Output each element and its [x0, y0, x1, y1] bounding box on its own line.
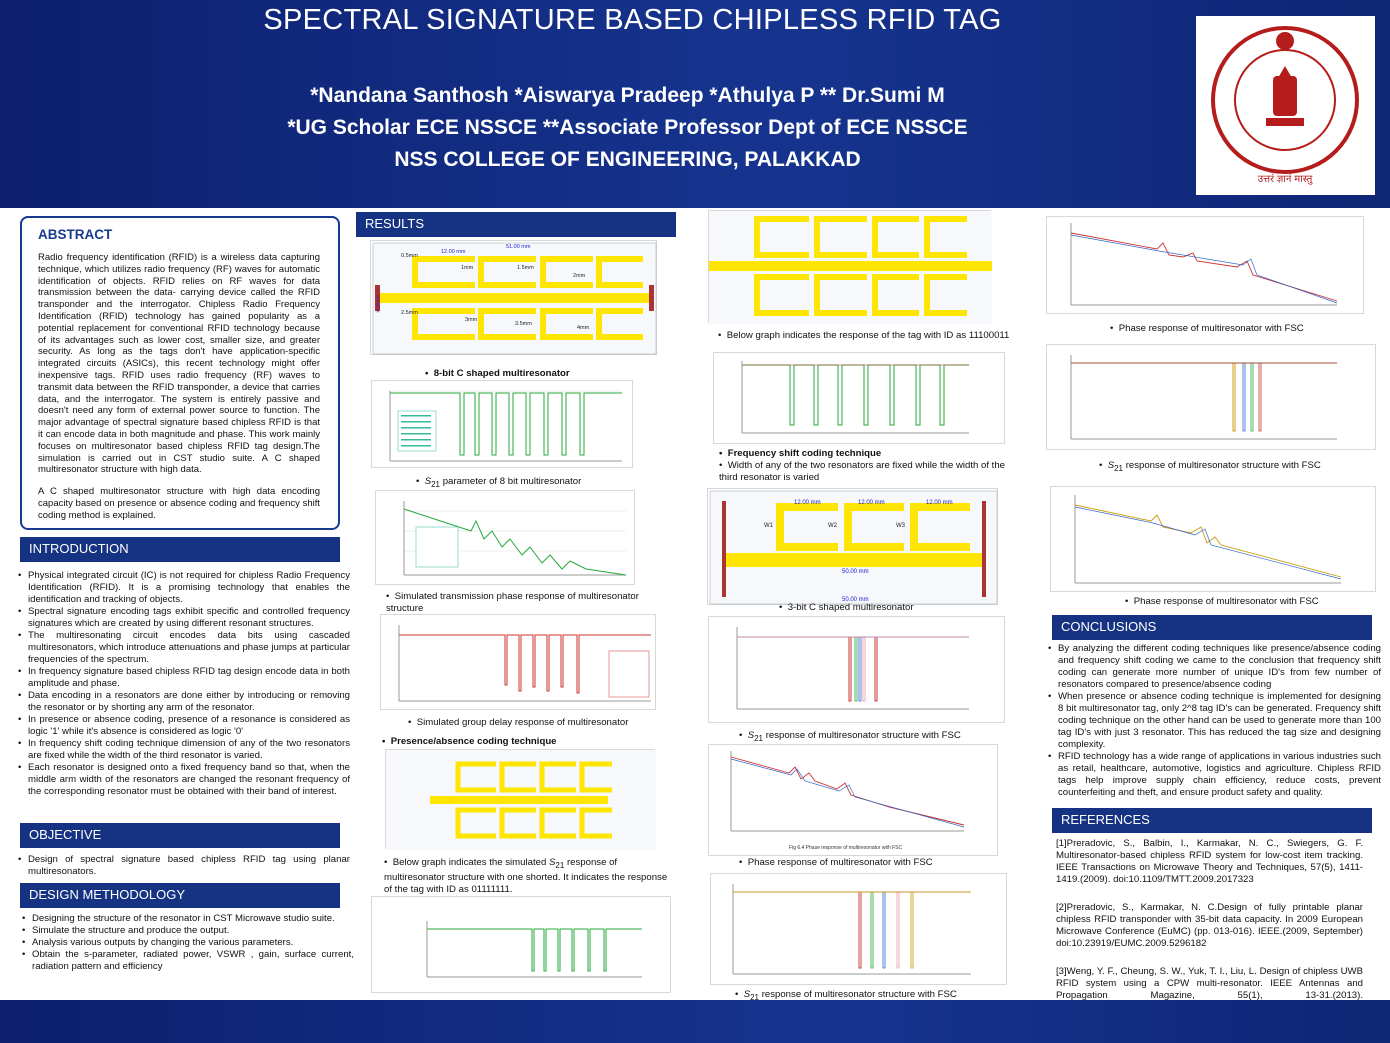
- list-item: In frequency shift coding technique dime…: [16, 738, 350, 762]
- dim-label: 50.00 mm: [842, 569, 869, 575]
- caption-below-1: • Below graph indicates the simulated S2…: [384, 857, 668, 895]
- list-item: In frequency signature based chipless RF…: [16, 666, 350, 690]
- list-item: Obtain the s-parameter, radiated power, …: [20, 949, 354, 973]
- caption-fsc-heading: • Frequency shift coding technique: [719, 448, 882, 459]
- introduction-heading: INTRODUCTION: [20, 537, 340, 562]
- college-logo: उत्तरं ज्ञानं मास्तु: [1196, 16, 1375, 195]
- reference-item: [1]Preradovic, S., Balbin, I., Karmakar,…: [1056, 838, 1363, 885]
- list-item: Spectral signature encoding tags exhibit…: [16, 606, 350, 630]
- conclusions-heading: CONCLUSIONS: [1052, 615, 1372, 640]
- dim-label: 4mm: [577, 325, 590, 331]
- introduction-list: Physical integrated circuit (IC) is not …: [16, 570, 350, 798]
- caption-phase-fsc-1: • Phase response of multiresonator with …: [739, 857, 933, 868]
- dim-label: 12.00 mm: [926, 500, 953, 506]
- list-item: Data encoding in a resonators are done e…: [16, 690, 350, 714]
- dim-label: W3: [896, 523, 906, 529]
- list-item: In presence or absence coding, presence …: [16, 714, 350, 738]
- caption-fsc-item: • Width of any of the two resonators are…: [719, 460, 1006, 483]
- svg-text:उत्तरं ज्ञानं मास्तु: उत्तरं ज्ञानं मास्तु: [1258, 173, 1314, 185]
- abstract-body: Radio frequency identification (RFID) is…: [38, 252, 320, 532]
- list-item: Physical integrated circuit (IC) is not …: [16, 570, 350, 606]
- caption-below-2: • Below graph indicates the response of …: [718, 330, 1010, 341]
- dim-label: 3.5mm: [515, 321, 532, 327]
- poster-title: SPECTRAL SIGNATURE BASED CHIPLESS RFID T…: [263, 4, 1002, 36]
- dim-label: 2mm: [573, 273, 586, 279]
- dim-label: W1: [764, 523, 774, 529]
- list-item: Design of spectral signature based chipl…: [16, 854, 350, 878]
- caption-group-delay: • Simulated group delay response of mult…: [408, 717, 629, 728]
- phase-fsc-chart-2: [1046, 216, 1364, 314]
- resonator-8bit-figure: 12.00 mm 51.00 mm 0.5mm 1mm 1.5mm 2mm 2.…: [370, 240, 657, 355]
- caption-phase-fsc-3: • Phase response of multiresonator with …: [1125, 596, 1319, 607]
- resonator-3bit-figure: 12.00 mm 12.00 mm 12.00 mm W1 W2 W3 50.0…: [707, 488, 998, 605]
- list-item: By analyzing the different coding techni…: [1046, 643, 1381, 691]
- caption-s21-fsc-2: • S21 response of multiresonator structu…: [735, 989, 957, 1002]
- dim-label: 12.00 mm: [794, 500, 821, 506]
- abstract-paragraph-1: Radio frequency identification (RFID) is…: [38, 252, 320, 476]
- authors-line: *Nandana Santhosh *Aiswarya Pradeep *Ath…: [310, 84, 945, 107]
- phase-fsc-chart-3: [1050, 486, 1376, 592]
- s21-fsc-chart-2: [710, 873, 1007, 985]
- s21-fsc-chart-1: [708, 616, 1005, 723]
- results-heading: RESULTS: [356, 212, 676, 237]
- dim-label: 12.00 mm: [441, 249, 466, 255]
- conclusions-list: By analyzing the different coding techni…: [1046, 643, 1381, 799]
- affiliation-line: *UG Scholar ECE NSSCE **Associate Profes…: [287, 116, 968, 139]
- dim-label: 0.5mm: [401, 253, 418, 259]
- dim-label: 3mm: [465, 317, 478, 323]
- abstract-paragraph-2: A C shaped multiresonator structure with…: [38, 486, 320, 521]
- dim-label: 12.00 mm: [858, 500, 885, 506]
- list-item: When presence or absence coding techniqu…: [1046, 691, 1381, 751]
- dim-label: W2: [828, 523, 838, 529]
- list-item: Analysis various outputs by changing the…: [20, 937, 354, 949]
- list-item: Simulate the structure and produce the o…: [20, 925, 354, 937]
- list-item: Designing the structure of the resonator…: [20, 913, 354, 925]
- design-list: Designing the structure of the resonator…: [20, 913, 354, 973]
- dim-label: 1.5mm: [517, 265, 534, 271]
- caption-s21-fsc-3: • S21 response of multiresonator structu…: [1099, 460, 1321, 473]
- abstract-heading: ABSTRACT: [38, 227, 113, 242]
- poster-header: SPECTRAL SIGNATURE BASED CHIPLESS RFID T…: [0, 0, 1390, 208]
- caption-s21-8bit: • S21 parameter of 8 bit multiresonator: [416, 476, 582, 489]
- caption-phase-8bit: • Simulated transmission phase response …: [386, 591, 639, 614]
- references-list: [1]Preradovic, S., Balbin, I., Karmakar,…: [1056, 838, 1363, 1014]
- college-line: NSS COLLEGE OF ENGINEERING, PALAKKAD: [394, 148, 861, 171]
- list-item: RFID technology has a wide range of appl…: [1046, 751, 1381, 799]
- abstract-box: ABSTRACT Radio frequency identification …: [20, 216, 340, 530]
- list-item: The multiresonating circuit encodes data…: [16, 630, 350, 666]
- dim-label: 12.00 mm: [375, 295, 380, 313]
- s21-one-shorted-chart: [371, 896, 671, 993]
- group-delay-chart: [380, 614, 656, 710]
- caption-3bit: • 3-bit C shaped multiresonator: [779, 602, 914, 613]
- reference-item: [2]Preradovic, S., Karmakar, N. C.Design…: [1056, 902, 1363, 949]
- figure-note: Fig 6.4 Phase response of multiresonator…: [789, 845, 902, 851]
- objective-heading: OBJECTIVE: [20, 823, 340, 848]
- caption-presence-absence: • Presence/absence coding technique: [382, 736, 557, 747]
- resonator-one-shorted-figure: [385, 749, 656, 850]
- phase-fsc-chart-1: Fig 6.4 Phase response of multiresonator…: [708, 744, 998, 856]
- dim-label: 50.00 mm: [842, 597, 869, 603]
- resonator-id-11100011-figure: [708, 210, 992, 324]
- phase-8bit-chart: [375, 490, 635, 585]
- objective-list: Design of spectral signature based chipl…: [16, 854, 350, 878]
- caption-8bit: • 8-bit C shaped multiresonator: [425, 368, 570, 379]
- s21-8bit-chart: [371, 380, 633, 468]
- references-heading: REFERENCES: [1052, 808, 1372, 833]
- s21-id-11100011-chart: [713, 352, 1005, 444]
- caption-phase-fsc-2: • Phase response of multiresonator with …: [1110, 323, 1304, 334]
- dim-label: 1mm: [461, 265, 474, 271]
- caption-s21-fsc-1: • S21 response of multiresonator structu…: [739, 730, 961, 743]
- dim-label: 2.5mm: [401, 310, 418, 316]
- poster-footer: [0, 1000, 1390, 1043]
- s21-fsc-chart-3: [1046, 344, 1376, 450]
- design-heading: DESIGN METHODOLOGY: [20, 883, 340, 908]
- list-item: Each resonator is designed onto a fixed …: [16, 762, 350, 798]
- dim-label: 51.00 mm: [506, 244, 531, 250]
